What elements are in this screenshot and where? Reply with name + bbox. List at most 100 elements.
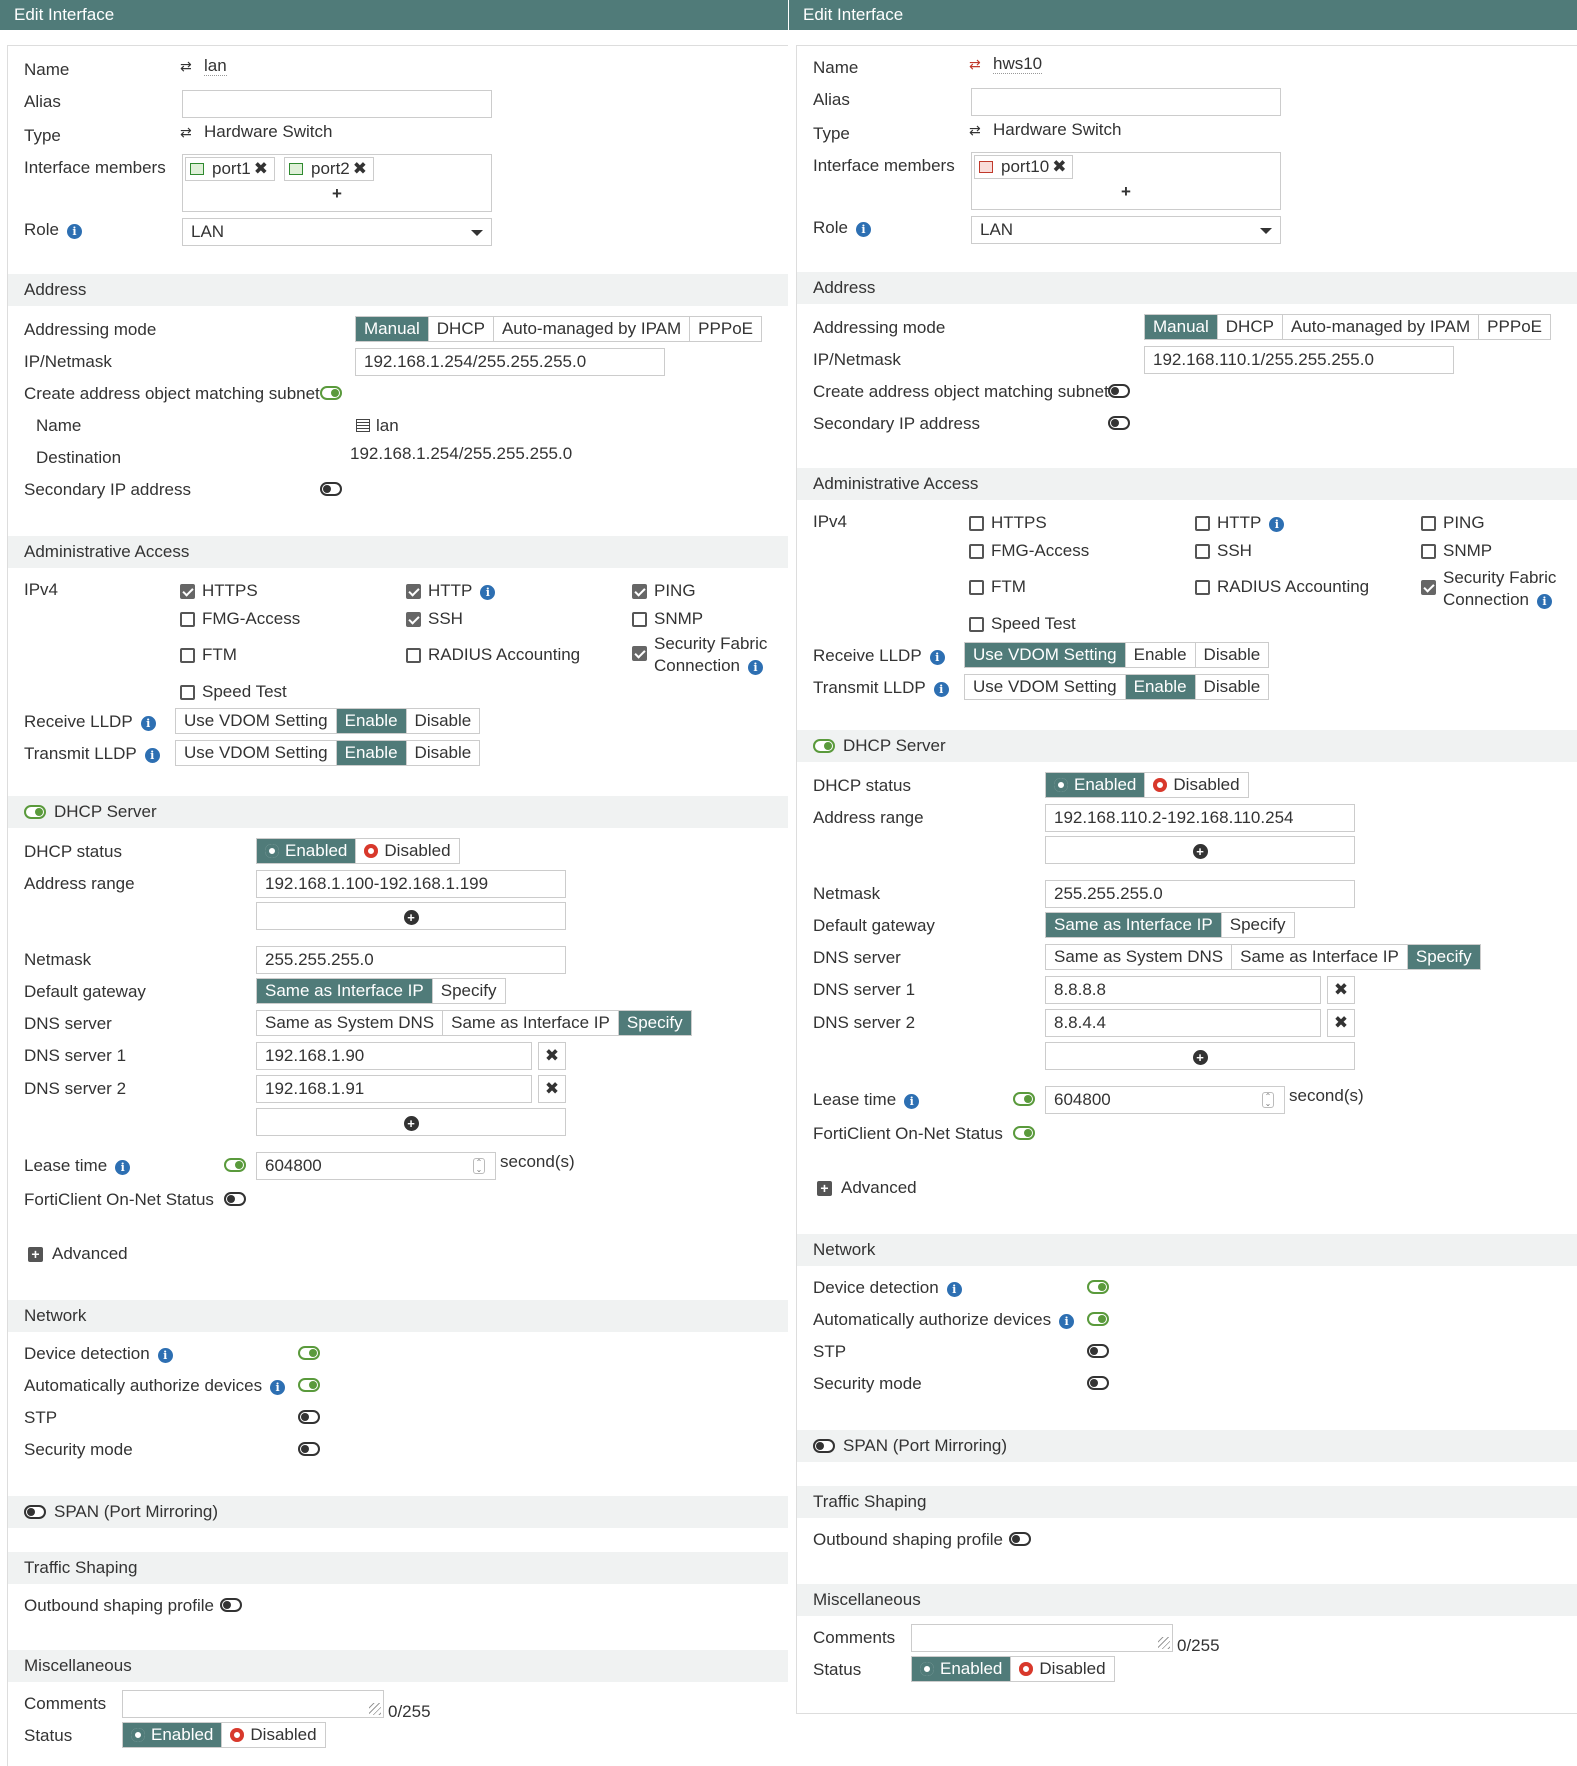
add-member-icon[interactable]: +: [1121, 182, 1131, 201]
remove-dns2-button[interactable]: ✖: [538, 1075, 566, 1103]
netmask-input[interactable]: 255.255.255.0: [1045, 880, 1355, 908]
fmg-access-checkbox[interactable]: [180, 612, 195, 627]
speed-test-checkbox[interactable]: [969, 617, 984, 632]
http-checkbox[interactable]: [1195, 516, 1210, 531]
status-enabled[interactable]: Enabled: [912, 1657, 1012, 1681]
mode-ipam[interactable]: Auto-managed by IPAM: [1282, 315, 1480, 339]
status-enabled[interactable]: Enabled: [123, 1723, 223, 1747]
role-select[interactable]: LAN: [182, 218, 492, 246]
tx-lldp-disable[interactable]: Disable: [1195, 675, 1269, 699]
dns-same-interface[interactable]: Same as Interface IP: [443, 1011, 619, 1035]
info-icon[interactable]: i: [140, 716, 156, 731]
span-toggle[interactable]: [24, 1505, 46, 1519]
ping-checkbox[interactable]: [1421, 516, 1436, 531]
gw-same-interface[interactable]: Same as Interface IP: [257, 979, 433, 1003]
rx-lldp-enable[interactable]: Enable: [336, 709, 407, 733]
lease-time-toggle[interactable]: [1013, 1092, 1035, 1106]
add-member-icon[interactable]: +: [332, 184, 342, 203]
alias-input[interactable]: [971, 88, 1281, 116]
add-dns-button[interactable]: +: [1045, 1042, 1355, 1070]
tx-lldp-disable[interactable]: Disable: [406, 741, 480, 765]
ipnetmask-input[interactable]: 192.168.110.1/255.255.255.0: [1144, 346, 1454, 374]
radius-checkbox[interactable]: [406, 648, 421, 663]
add-range-button[interactable]: +: [256, 902, 566, 930]
dhcp-server-toggle[interactable]: [24, 805, 46, 819]
mode-ipam[interactable]: Auto-managed by IPAM: [493, 317, 691, 341]
gw-specify[interactable]: Specify: [432, 979, 505, 1003]
info-icon[interactable]: i: [1537, 594, 1553, 609]
mode-pppoe[interactable]: PPPoE: [1479, 315, 1550, 339]
address-range-input[interactable]: 192.168.110.2-192.168.110.254: [1045, 804, 1355, 832]
ipnetmask-input[interactable]: 192.168.1.254/255.255.255.0: [355, 348, 665, 376]
auto-authorize-toggle[interactable]: [1087, 1312, 1109, 1326]
dhcp-disabled[interactable]: Disabled: [1145, 773, 1248, 797]
dns1-input[interactable]: 192.168.1.90: [256, 1042, 532, 1070]
security-mode-toggle[interactable]: [298, 1442, 320, 1456]
outbound-shaping-toggle[interactable]: [1009, 1532, 1031, 1546]
dhcp-enabled[interactable]: Enabled: [257, 839, 357, 863]
status-disabled[interactable]: Disabled: [1011, 1657, 1114, 1681]
secondary-ip-toggle[interactable]: [320, 482, 342, 496]
forticlient-toggle[interactable]: [224, 1192, 246, 1206]
role-select[interactable]: LAN: [971, 216, 1281, 244]
fmg-access-checkbox[interactable]: [969, 544, 984, 559]
dhcp-server-toggle[interactable]: [813, 739, 835, 753]
security-mode-toggle[interactable]: [1087, 1376, 1109, 1390]
member-chip-port10[interactable]: port10 ✖: [974, 155, 1074, 179]
dns2-input[interactable]: 192.168.1.91: [256, 1075, 532, 1103]
http-checkbox[interactable]: [406, 584, 421, 599]
info-icon[interactable]: i: [115, 1160, 131, 1175]
stp-toggle[interactable]: [298, 1410, 320, 1424]
info-icon[interactable]: i: [946, 1282, 962, 1297]
tx-lldp-enable[interactable]: Enable: [336, 741, 407, 765]
forticlient-toggle[interactable]: [1013, 1126, 1035, 1140]
remove-icon[interactable]: ✖: [1052, 157, 1067, 176]
dns-same-system[interactable]: Same as System DNS: [1046, 945, 1233, 969]
remove-dns1-button[interactable]: ✖: [538, 1042, 566, 1070]
secondary-ip-toggle[interactable]: [1108, 416, 1130, 430]
lease-time-toggle[interactable]: [224, 1158, 246, 1172]
ping-checkbox[interactable]: [632, 584, 647, 599]
device-detection-toggle[interactable]: [298, 1346, 320, 1360]
comments-textarea[interactable]: [122, 1690, 384, 1718]
info-icon[interactable]: i: [480, 585, 496, 600]
info-icon[interactable]: i: [1269, 517, 1285, 532]
dns-specify[interactable]: Specify: [1407, 945, 1480, 969]
remove-icon[interactable]: ✖: [253, 159, 268, 178]
mode-dhcp[interactable]: DHCP: [428, 317, 494, 341]
info-icon[interactable]: i: [748, 660, 764, 675]
add-dns-button[interactable]: +: [256, 1108, 566, 1136]
mode-pppoe[interactable]: PPPoE: [690, 317, 761, 341]
ssh-checkbox[interactable]: [406, 612, 421, 627]
dns2-input[interactable]: 8.8.4.4: [1045, 1009, 1321, 1037]
remove-dns2-button[interactable]: ✖: [1327, 1009, 1355, 1037]
device-detection-toggle[interactable]: [1087, 1280, 1109, 1294]
create-obj-toggle[interactable]: [1108, 384, 1130, 398]
member-chip-port2[interactable]: port2 ✖: [284, 157, 374, 181]
auto-authorize-toggle[interactable]: [298, 1378, 320, 1392]
add-range-button[interactable]: +: [1045, 836, 1355, 864]
info-icon[interactable]: i: [1059, 1314, 1075, 1329]
info-icon[interactable]: i: [855, 222, 871, 237]
remove-dns1-button[interactable]: ✖: [1327, 976, 1355, 1004]
dhcp-disabled[interactable]: Disabled: [356, 839, 459, 863]
radius-checkbox[interactable]: [1195, 580, 1210, 595]
info-icon[interactable]: i: [157, 1348, 173, 1363]
rx-lldp-disable[interactable]: Disable: [406, 709, 480, 733]
tx-lldp-enable[interactable]: Enable: [1125, 675, 1196, 699]
info-icon[interactable]: i: [270, 1380, 286, 1395]
dns-same-interface[interactable]: Same as Interface IP: [1232, 945, 1408, 969]
snmp-checkbox[interactable]: [1421, 544, 1436, 559]
spinner-icon[interactable]: ⌃ ⌄: [1262, 1092, 1274, 1108]
speed-test-checkbox[interactable]: [180, 685, 195, 700]
info-icon[interactable]: i: [144, 748, 160, 763]
spinner-icon[interactable]: ⌃ ⌄: [473, 1158, 485, 1174]
snmp-checkbox[interactable]: [632, 612, 647, 627]
lease-time-input[interactable]: 604800 ⌃ ⌄: [1045, 1086, 1285, 1114]
comments-textarea[interactable]: [911, 1624, 1173, 1652]
span-toggle[interactable]: [813, 1439, 835, 1453]
advanced-toggle[interactable]: + Advanced: [817, 1178, 917, 1198]
rx-lldp-vdom[interactable]: Use VDOM Setting: [176, 709, 337, 733]
status-disabled[interactable]: Disabled: [222, 1723, 325, 1747]
tx-lldp-vdom[interactable]: Use VDOM Setting: [176, 741, 337, 765]
